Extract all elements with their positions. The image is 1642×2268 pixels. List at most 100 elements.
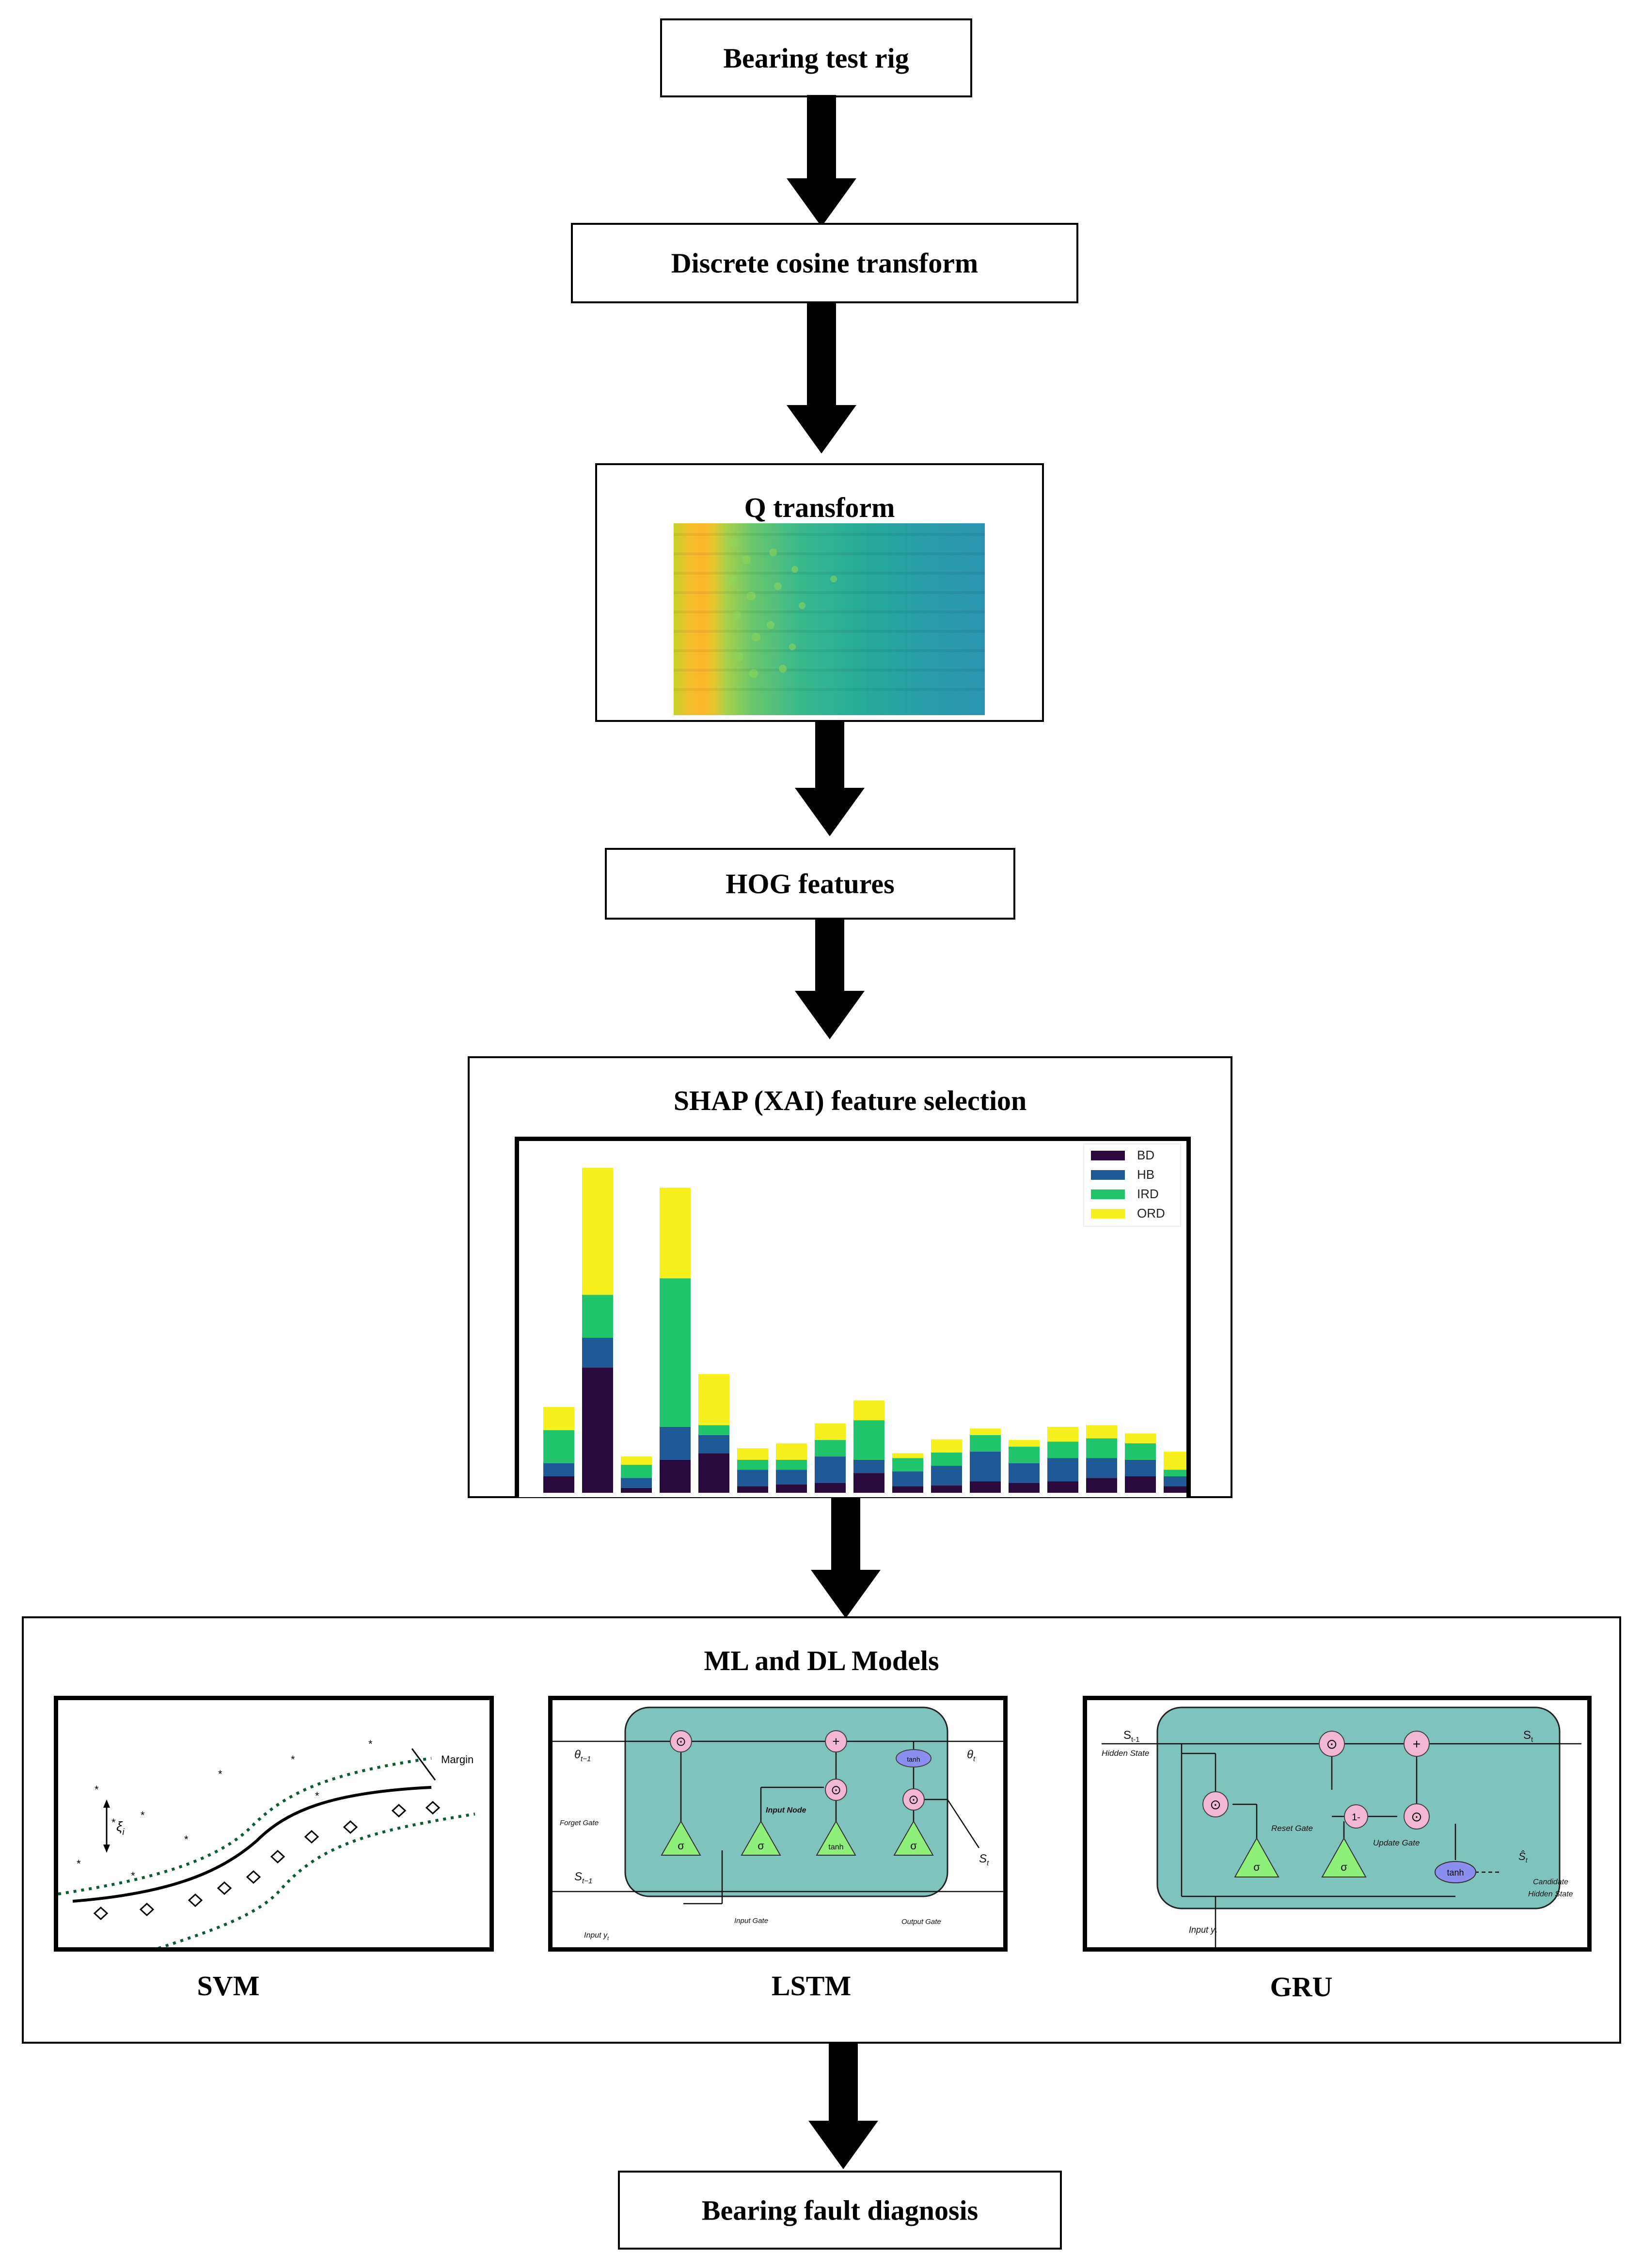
svg-text:Input Gate: Input Gate xyxy=(734,1917,768,1925)
bar-8-BD xyxy=(815,1483,846,1493)
step-shap: SHAP (XAI) feature selection BD HB IRD ORD xyxy=(468,1056,1232,1498)
bar-8-ORD xyxy=(815,1423,846,1440)
step-dct-label: Discrete cosine transform xyxy=(671,247,979,279)
svm-label: SVM xyxy=(197,1970,260,2002)
arrow-3 xyxy=(793,722,866,836)
bar-12-IRD xyxy=(970,1435,1001,1452)
svg-text:θt−1: θt−1 xyxy=(574,1748,591,1763)
svg-text:Output Gate: Output Gate xyxy=(901,1918,941,1926)
lstm-label: LSTM xyxy=(771,1970,852,2002)
legend-label-IRD: IRD xyxy=(1137,1187,1159,1201)
bar-11-IRD xyxy=(931,1452,962,1466)
svg-text:⊙: ⊙ xyxy=(908,1792,919,1807)
svg-text:*: * xyxy=(218,1768,222,1780)
svg-text:*: * xyxy=(95,1783,99,1796)
svg-text:tanh: tanh xyxy=(907,1755,920,1763)
lstm-diagram: ⊙ + ⊙ tanh ⊙ σ σ tanh σ θt−1 θt St−1 St … xyxy=(548,1696,1008,1952)
step-q-transform: Q transform xyxy=(595,463,1044,722)
step-q-transform-label: Q transform xyxy=(744,492,895,523)
svg-text:St-1: St-1 xyxy=(1123,1729,1140,1744)
bar-9-HB xyxy=(853,1459,884,1473)
bar-14-ORD xyxy=(1047,1426,1078,1442)
bar-16-ORD xyxy=(1125,1433,1156,1443)
svg-text:⊙: ⊙ xyxy=(1411,1809,1422,1824)
svg-text:⊙: ⊙ xyxy=(1326,1736,1337,1752)
svg-text:Forget Gate: Forget Gate xyxy=(560,1819,599,1827)
step-bearing-fault-diagnosis: Bearing fault diagnosis xyxy=(618,2171,1062,2250)
svg-text:σ: σ xyxy=(1341,1861,1347,1873)
svg-text:Update Gate: Update Gate xyxy=(1373,1838,1420,1847)
legend-swatch-HB xyxy=(1091,1170,1125,1180)
svg-text:+: + xyxy=(1413,1736,1421,1752)
svm-diagram: * * * * * * * * * * ξi Margin xyxy=(54,1696,494,1952)
svg-text:St−1: St−1 xyxy=(574,1870,592,1885)
bar-11-HB xyxy=(931,1466,962,1486)
bar-14-BD xyxy=(1047,1481,1078,1493)
legend-swatch-ORD xyxy=(1091,1209,1125,1219)
bar-17-BD xyxy=(1164,1486,1195,1493)
chart-legend: BD HB IRD ORD xyxy=(1083,1143,1181,1227)
svg-text:Hidden State: Hidden State xyxy=(1102,1749,1149,1758)
bar-16-HB xyxy=(1125,1459,1156,1476)
step-hog-features: HOG features xyxy=(605,848,1015,920)
bar-1-HB xyxy=(543,1463,574,1476)
bar-12-BD xyxy=(970,1481,1001,1493)
bar-3-ORD xyxy=(621,1456,652,1465)
bar-17-IRD xyxy=(1164,1470,1195,1476)
svg-text:Input yt: Input yt xyxy=(1189,1925,1217,1937)
bar-9-BD xyxy=(853,1473,884,1493)
q-transform-spectrogram xyxy=(674,523,985,715)
svg-text:θt: θt xyxy=(967,1748,976,1763)
svg-text:Input Node: Input Node xyxy=(766,1806,806,1814)
models-panel-label: ML and DL Models xyxy=(704,1645,939,1676)
step-bearing-fault-diagnosis-label: Bearing fault diagnosis xyxy=(701,2194,979,2226)
bar-7-ORD xyxy=(776,1443,807,1460)
bar-15-ORD xyxy=(1086,1425,1117,1439)
gru-label: GRU xyxy=(1270,1971,1333,2002)
bar-10-BD xyxy=(892,1486,923,1493)
svg-text:1-: 1- xyxy=(1352,1812,1360,1823)
arrow-5 xyxy=(809,1497,882,1618)
legend-swatch-IRD xyxy=(1091,1189,1125,1199)
bar-5-IRD xyxy=(698,1425,729,1435)
bar-13-HB xyxy=(1009,1463,1040,1483)
bar-5-ORD xyxy=(698,1374,729,1425)
bar-14-HB xyxy=(1047,1458,1078,1482)
bar-4-ORD xyxy=(660,1188,691,1279)
svg-text:⊙: ⊙ xyxy=(1210,1797,1221,1812)
bar-6-ORD xyxy=(737,1448,768,1460)
bar-10-ORD xyxy=(892,1453,923,1458)
legend-label-ORD: ORD xyxy=(1137,1206,1165,1220)
arrow-2 xyxy=(785,301,858,454)
bar-9-IRD xyxy=(853,1420,884,1460)
svg-text:+: + xyxy=(832,1734,839,1749)
svg-text:Candidate: Candidate xyxy=(1533,1878,1568,1886)
svg-text:*: * xyxy=(77,1858,81,1870)
step-dct: Discrete cosine transform xyxy=(571,223,1078,303)
svg-text:St: St xyxy=(979,1852,989,1867)
bar-2-HB xyxy=(582,1337,613,1368)
bar-3-BD xyxy=(621,1487,652,1493)
bar-2-IRD xyxy=(582,1295,613,1338)
bar-6-BD xyxy=(737,1486,768,1493)
bar-2-BD xyxy=(582,1367,613,1493)
bar-5-BD xyxy=(698,1453,729,1493)
bar-8-IRD xyxy=(815,1440,846,1457)
shap-bar-chart: BD HB IRD ORD xyxy=(543,1143,1195,1493)
bar-12-HB xyxy=(970,1451,1001,1482)
bar-15-HB xyxy=(1086,1458,1117,1478)
bar-13-BD xyxy=(1009,1483,1040,1493)
step-bearing-test-rig: Bearing test rig xyxy=(660,18,972,97)
bar-14-IRD xyxy=(1047,1441,1078,1458)
bar-1-ORD xyxy=(543,1407,574,1430)
bar-7-BD xyxy=(776,1484,807,1493)
bar-6-HB xyxy=(737,1470,768,1486)
bar-1-IRD xyxy=(543,1430,574,1463)
bar-7-IRD xyxy=(776,1459,807,1470)
svg-text:Ŝt: Ŝt xyxy=(1518,1850,1528,1864)
bar-1-BD xyxy=(543,1476,574,1493)
bar-2-ORD xyxy=(582,1168,613,1295)
bar-10-HB xyxy=(892,1471,923,1486)
bar-3-HB xyxy=(621,1478,652,1488)
svg-text:σ: σ xyxy=(678,1840,684,1852)
